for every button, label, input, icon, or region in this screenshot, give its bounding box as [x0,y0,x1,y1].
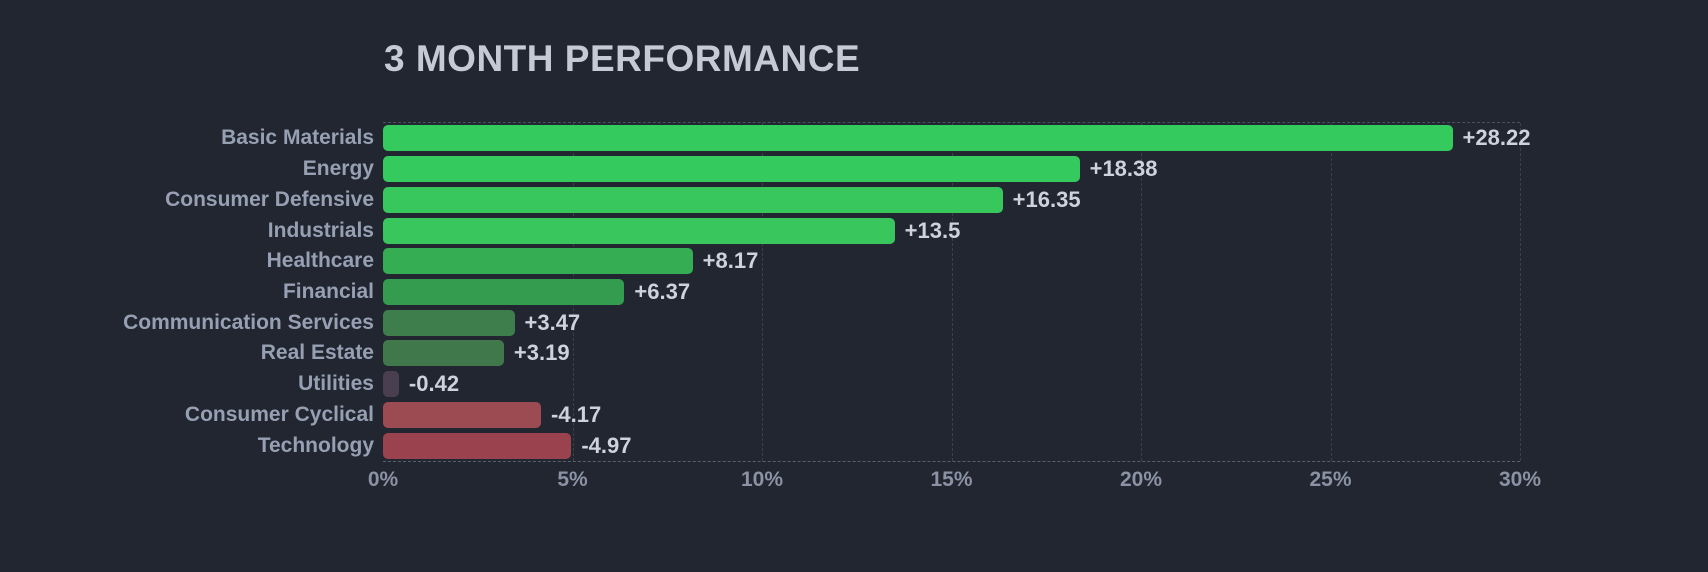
category-label: Communication Services [123,310,374,334]
category-label: Industrials [267,218,374,242]
value-label: +28.22 [1462,125,1531,151]
gridline [1330,123,1332,461]
chart-row: Utilities -0.42 [298,371,1520,398]
performance-bar [383,248,693,275]
category-label: Consumer Cyclical [184,402,374,426]
value-label: +18.38 [1089,156,1158,182]
x-axis: 0% 5% 10% 15% 20% 25% 30% [368,468,1541,498]
performance-bar [383,156,1080,183]
category-label: Consumer Defensive [165,187,374,211]
performance-bar [383,186,1003,213]
value-label: -4.97 [581,432,632,458]
category-label: Utilities [298,372,374,396]
value-label: +13.5 [904,217,961,243]
category-label: Technology [257,433,374,457]
x-tick-label: 10% [740,468,784,491]
chart-row: Financial +6.37 [283,278,1520,305]
performance-bar [383,340,504,367]
category-label: Healthcare [266,249,374,273]
x-tick-label: 30% [1498,468,1542,491]
bar-rows-container: Basic Materials +28.22 Energy +18.38 Consume… [123,123,1530,461]
category-label: Energy [302,157,374,181]
chart-row: Industrials +13.5 [268,217,1520,244]
performance-bar [383,278,625,305]
x-tick-label: 0% [367,468,399,491]
value-label: +8.17 [702,248,759,274]
chart-row: Energy +18.38 [303,156,1520,183]
value-label: +16.35 [1012,186,1081,212]
performance-bar [383,125,1453,152]
value-label: +3.47 [524,309,581,335]
value-label: -0.42 [408,371,460,397]
chart-row: Consumer Cyclical -4.17 [185,401,1520,428]
value-label: +6.37 [634,278,691,304]
x-tick-label: 5% [557,468,588,491]
gridline [951,123,953,461]
chart-row: Real Estate +3.19 [261,340,1520,367]
performance-bar [383,309,515,336]
x-tick-label: 15% [930,468,973,491]
performance-bar [383,217,895,244]
gridline [1141,123,1142,461]
x-tick-label: 20% [1119,468,1163,491]
performance-bar [383,371,399,398]
plot-area: Basic Materials +28.22 Energy +18.38 Consume… [123,122,1530,462]
category-label: Financial [282,279,374,303]
chart-row: Consumer Defensive +16.35 [165,186,1520,213]
gridline [762,123,763,461]
x-tick-label: 25% [1309,468,1352,491]
value-label: -4.17 [551,401,602,427]
gridline [1520,123,1521,461]
performance-bar [383,401,542,428]
category-label: Basic Materials [221,126,374,150]
chart-row: Basic Materials +28.22 [221,125,1530,152]
chart-title: 3 MONTH PERFORMANCE [384,38,861,79]
category-label: Real Estate [260,341,374,365]
chart-row: Technology -4.97 [258,432,1520,459]
performance-bar [383,432,572,459]
chart-row: Healthcare +8.17 [267,248,1520,275]
value-label: +3.19 [513,340,570,366]
chart-row: Communication Services +3.47 [123,309,1520,336]
